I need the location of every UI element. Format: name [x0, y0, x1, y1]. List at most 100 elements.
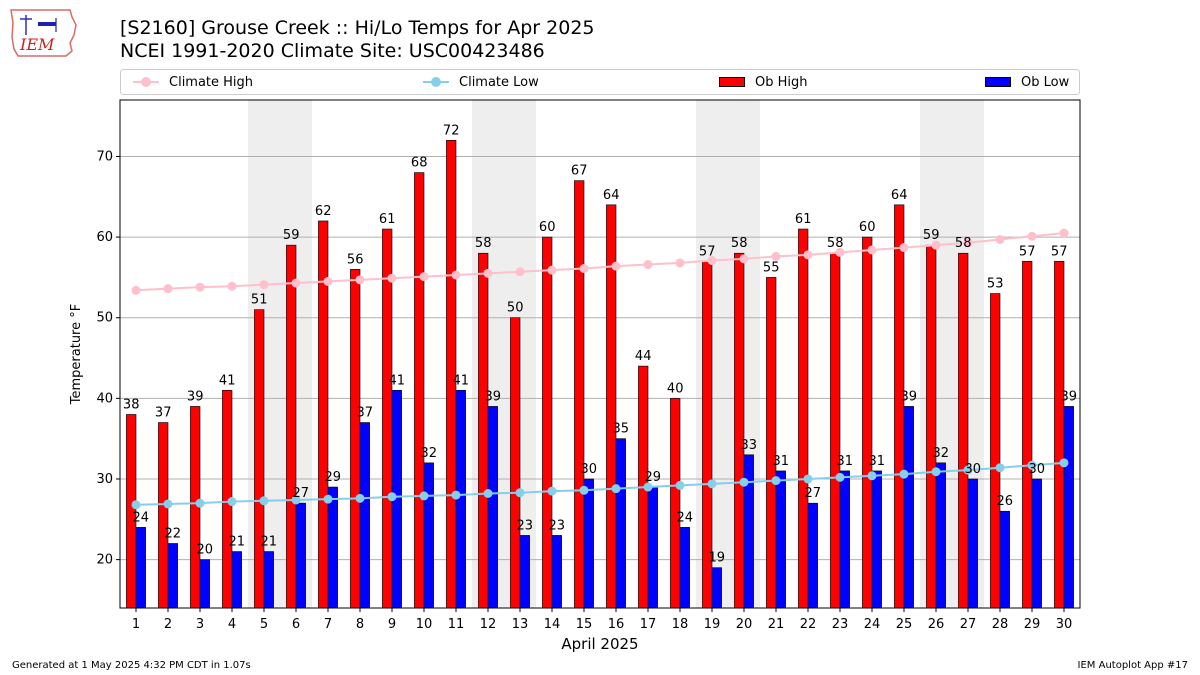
- climate-high-point: [835, 247, 845, 257]
- climate-high-point: [803, 250, 813, 260]
- ob-high-bar: [734, 252, 745, 609]
- x-tick-label: 1: [132, 617, 140, 632]
- ob-high-label: 56: [347, 252, 364, 267]
- ob-high-bar: [158, 422, 169, 609]
- iowa-outline-icon: [10, 9, 77, 57]
- weekend-band: [920, 100, 952, 608]
- ob-high-label: 58: [475, 236, 492, 251]
- ob-high-bar: [766, 277, 777, 609]
- footer-app-text: IEM Autoplot App #17: [1077, 660, 1188, 671]
- ob-low-label: 21: [229, 535, 246, 550]
- ob-high-label: 61: [795, 212, 812, 227]
- x-tick-label: 5: [260, 617, 268, 632]
- ob-high-label: 55: [763, 260, 780, 275]
- ob-high-bar: [1022, 260, 1033, 609]
- ob-low-label: 37: [357, 406, 374, 421]
- ob-high-bar: [990, 293, 1001, 609]
- climate-high-point: [643, 259, 653, 269]
- ob-high-label: 39: [187, 389, 204, 404]
- climate-lines-layer: [131, 228, 1069, 510]
- ob-low-bar: [391, 389, 402, 609]
- ob-low-label: 30: [1029, 462, 1046, 477]
- ob-high-bar: [382, 228, 393, 609]
- x-tick-label: 10: [416, 617, 433, 632]
- ob-low-bar: [519, 535, 530, 609]
- ob-low-bar: [743, 454, 754, 609]
- ob-high-bar: [670, 398, 681, 609]
- y-tick-label: 20: [96, 553, 113, 568]
- legend-item-climate-low: Climate Low: [423, 70, 539, 94]
- climate-low-point: [707, 479, 717, 489]
- climate-low-point: [387, 492, 397, 502]
- ob-low-bar: [167, 543, 178, 609]
- x-tick-label: 11: [448, 617, 465, 632]
- x-tick-label: 21: [768, 617, 785, 632]
- chart-subtitle: NCEI 1991-2020 Climate Site: USC00423486: [120, 40, 545, 62]
- climate-low-point: [803, 474, 813, 484]
- ob-high-label: 38: [123, 397, 140, 412]
- ob-high-label: 57: [1019, 244, 1036, 259]
- x-tick-label: 15: [576, 617, 593, 632]
- weekend-band: [472, 100, 504, 608]
- x-tick-label: 6: [292, 617, 300, 632]
- ob-high-label: 57: [1051, 244, 1068, 259]
- climate-low-point: [643, 482, 653, 492]
- y-tick-label: 50: [96, 311, 113, 326]
- climate-high-point: [547, 265, 557, 275]
- climate-low-point: [227, 497, 237, 507]
- weekend-band: [952, 100, 984, 608]
- climate-low-point: [1059, 458, 1069, 468]
- legend-swatch-climate-high: [133, 77, 159, 87]
- climate-low-point: [611, 484, 621, 494]
- chart-legend: Climate High Climate Low Ob High Ob Low: [120, 69, 1080, 95]
- ob-low-bar: [967, 478, 978, 609]
- climate-high-point: [291, 278, 301, 288]
- climate-high-point: [323, 276, 333, 286]
- ob-low-bar: [423, 462, 434, 609]
- climate-low-point: [739, 477, 749, 487]
- climate-low-point: [579, 485, 589, 495]
- ob-high-label: 41: [219, 373, 236, 388]
- climate-high-point: [899, 243, 909, 253]
- x-tick-label: 17: [640, 617, 657, 632]
- ob-low-bar: [295, 502, 306, 609]
- ob-high-bar: [542, 236, 553, 609]
- ob-high-bar: [446, 140, 457, 609]
- ob-high-bar: [862, 236, 873, 609]
- climate-low-point: [547, 486, 557, 496]
- climate-low-point: [419, 491, 429, 501]
- ob-high-label: 61: [379, 212, 396, 227]
- x-tick-label: 9: [388, 617, 396, 632]
- ob-low-label: 19: [709, 551, 726, 566]
- ob-low-bar: [807, 502, 818, 609]
- ob-high-bar: [702, 260, 713, 609]
- ob-low-label: 31: [869, 454, 886, 469]
- climate-high-line: [135, 232, 1065, 292]
- ob-high-label: 64: [891, 188, 908, 203]
- ob-low-label: 30: [965, 462, 982, 477]
- climate-high-point: [483, 268, 493, 278]
- ob-high-bar: [958, 252, 969, 609]
- x-tick-label: 25: [896, 617, 913, 632]
- x-axis-label: April 2025: [561, 635, 638, 653]
- x-tick-label: 7: [324, 617, 332, 632]
- ob-high-bar: [318, 220, 329, 609]
- ob-low-label: 31: [773, 454, 790, 469]
- weekend-band: [248, 100, 280, 608]
- climate-low-point: [899, 469, 909, 479]
- x-tick-label: 24: [864, 617, 881, 632]
- ob-low-bar: [231, 551, 242, 609]
- legend-item-climate-high: Climate High: [133, 70, 253, 94]
- ob-high-bar: [414, 172, 425, 609]
- climate-high-point: [163, 284, 173, 294]
- legend-label: Climate Low: [459, 74, 539, 90]
- climate-high-point: [1027, 231, 1037, 241]
- ob-low-label: 31: [837, 454, 854, 469]
- climate-low-point: [515, 488, 525, 498]
- logo-text: IEM: [19, 35, 55, 54]
- ob-low-label: 30: [581, 462, 598, 477]
- legend-swatch-ob-high: [719, 77, 745, 87]
- ob-low-bar: [935, 462, 946, 609]
- x-tick-label: 20: [736, 617, 753, 632]
- climate-low-point: [163, 499, 173, 509]
